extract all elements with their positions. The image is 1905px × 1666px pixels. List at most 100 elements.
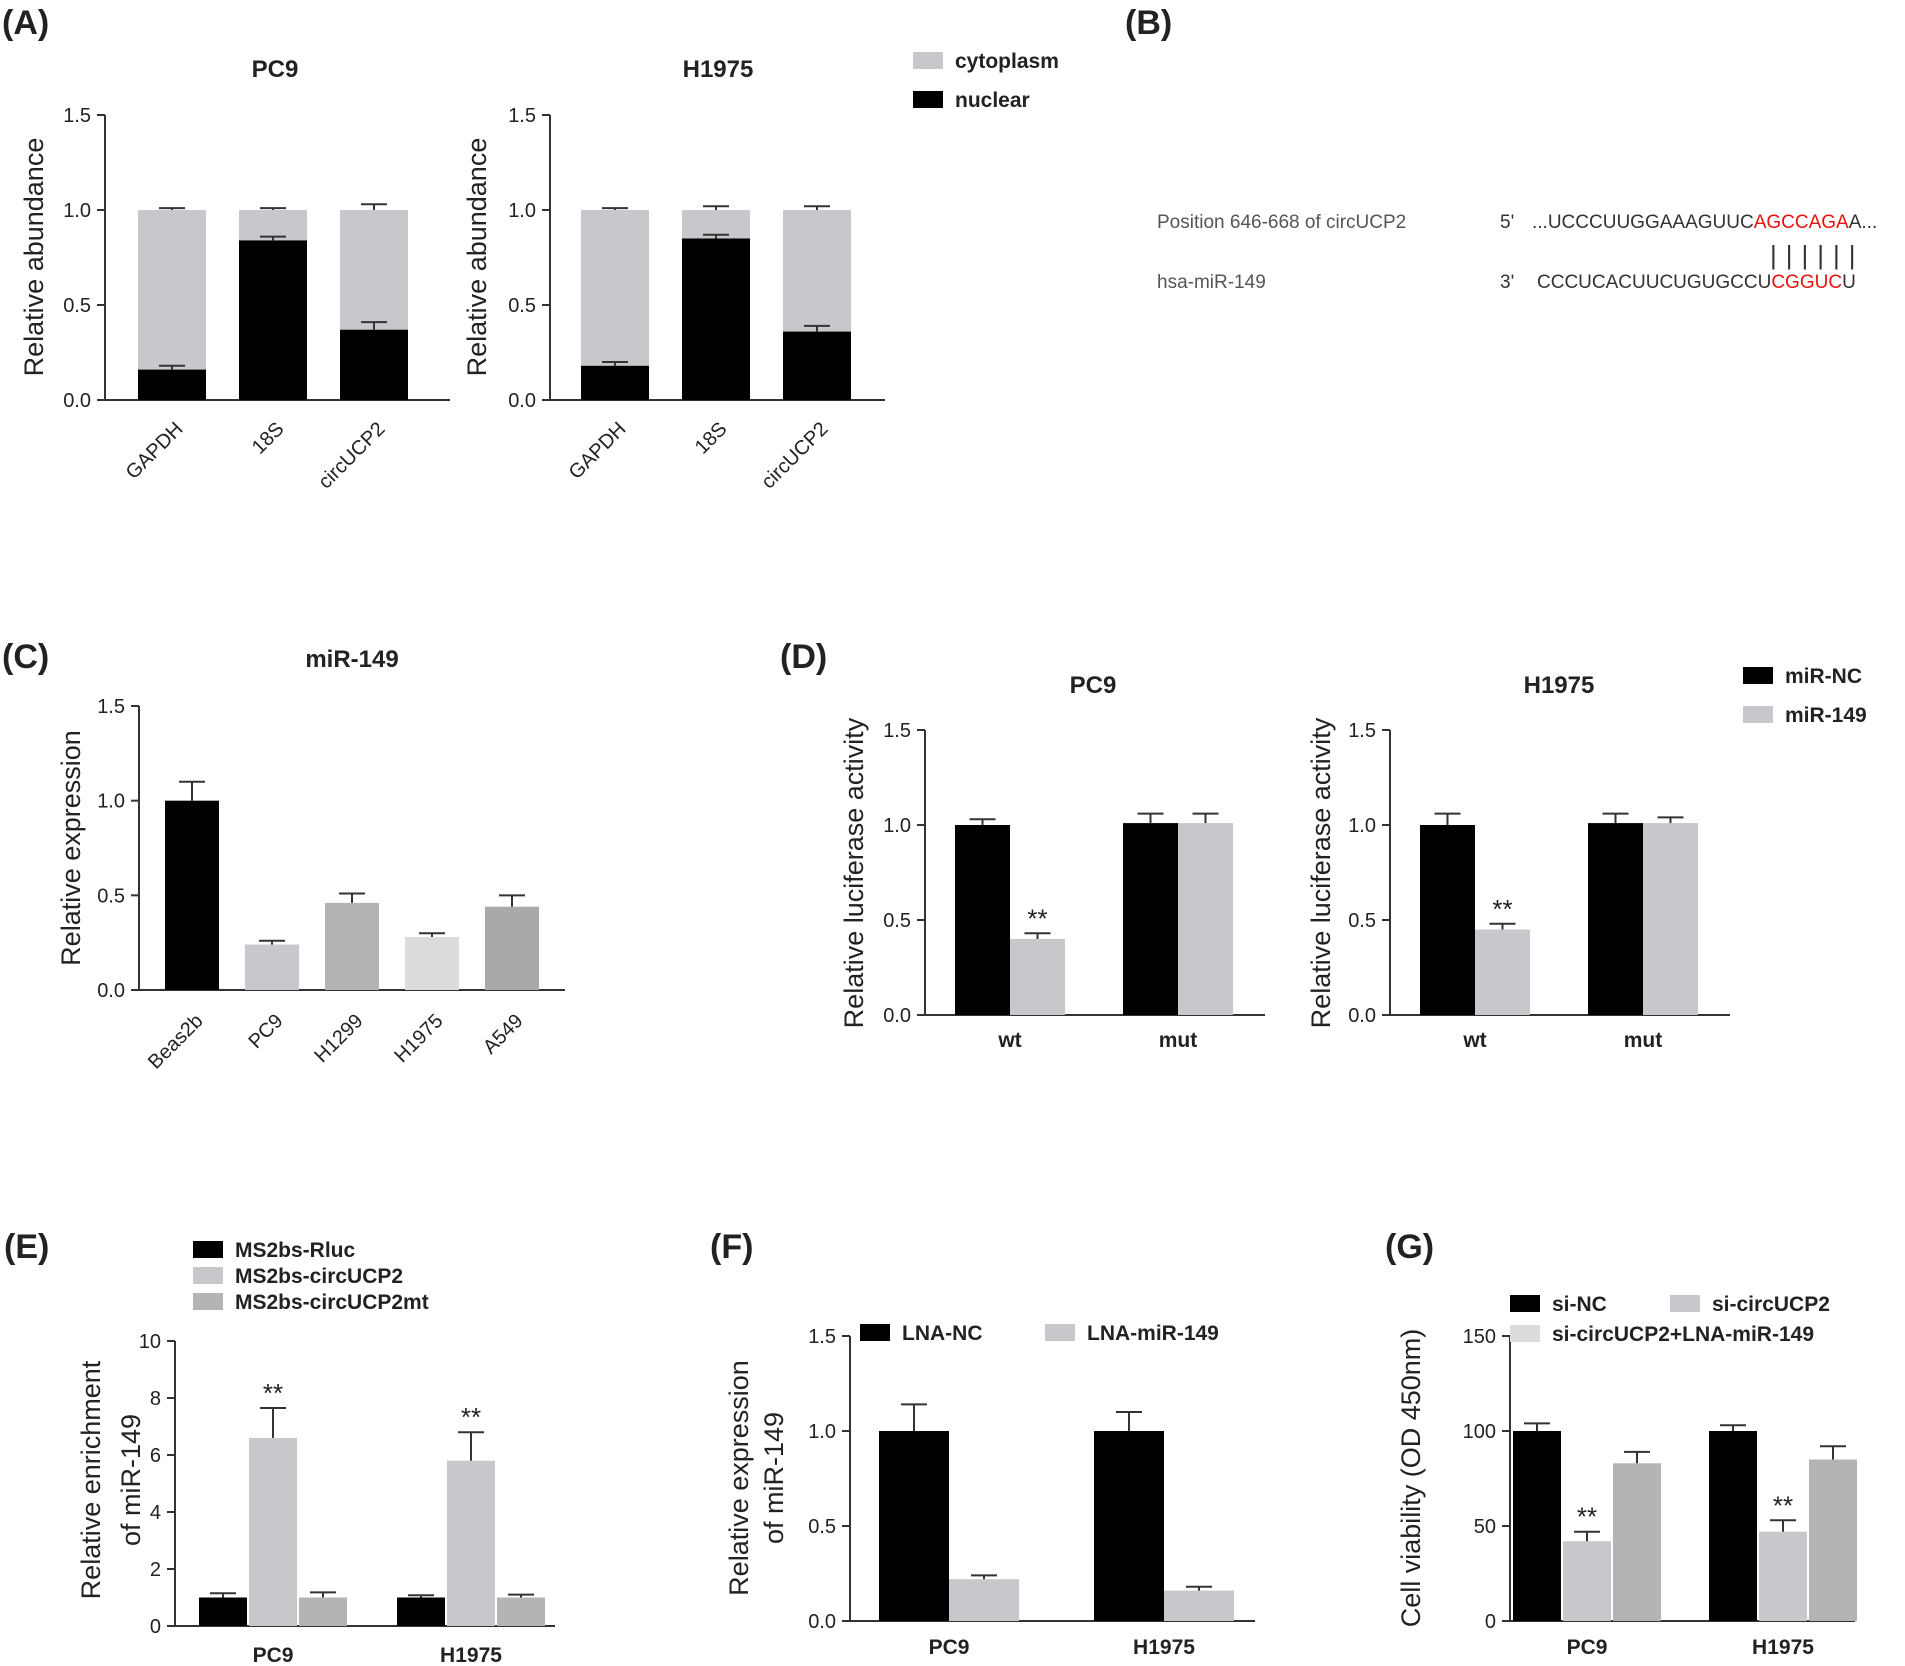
bar (397, 1597, 445, 1626)
x-tick-label: A549 (479, 1010, 528, 1059)
y-tick-label: 150 (1463, 1326, 1496, 1348)
bar (1094, 1431, 1164, 1621)
chart-title: H1975 (683, 56, 754, 83)
bar-nuclear (239, 240, 307, 400)
circ-seq-prefix: ...UCCCUUGGAAAGUUC (1532, 212, 1754, 233)
significance-label: ** (1492, 894, 1512, 924)
chart-a1: 0.0 0.5 1.0 1.5 PC9 Relative abundance GAPDH 18… (19, 56, 450, 493)
y-axis-label: Relative luciferase activity (1306, 717, 1336, 1028)
panel-label-c: (C) (2, 638, 49, 676)
y-axis-label: Relative expression (56, 730, 86, 966)
chart-g: 0 50 100 150 Cell viability (OD 450nm) ** PC9 *… (1396, 1293, 1857, 1659)
legend-label: si-circUCP2+LNA-miR-149 (1552, 1323, 1814, 1346)
legend-swatch (193, 1293, 223, 1310)
panel-label-e: (E) (4, 1228, 49, 1266)
panel-label-b: (B) (1125, 4, 1172, 42)
significance-label: ** (1027, 903, 1047, 933)
legend-swatch (1510, 1295, 1540, 1312)
x-tick-label: 18S (691, 418, 732, 459)
significance-label: ** (1577, 1502, 1597, 1532)
bar (879, 1431, 949, 1621)
legend-label: miR-149 (1785, 704, 1867, 727)
panel-label-d: (D) (780, 638, 827, 676)
chart-title: PC9 (252, 56, 299, 83)
y-tick-label: 1.5 (508, 105, 536, 127)
x-tick-label: circUCP2 (314, 418, 389, 493)
y-tick-label: 1.0 (808, 1421, 836, 1443)
bar (1513, 1431, 1561, 1621)
bar (199, 1597, 247, 1626)
circ-seq-match: AGCCAGA (1754, 212, 1849, 233)
y-tick-label: 4 (150, 1502, 161, 1524)
bar (299, 1597, 347, 1626)
bar (1643, 823, 1698, 1015)
chart-a2: 0.0 0.5 1.0 1.5 H1975 Relative abundance GAPDH… (462, 50, 1059, 493)
bar (1588, 823, 1643, 1015)
x-tick-label: PC9 (1567, 1636, 1608, 1659)
x-tick-label: 18S (248, 418, 289, 459)
bar (1475, 929, 1530, 1015)
y-axis-label: Relative expression (724, 1360, 754, 1596)
bar-cytoplasm (581, 210, 649, 366)
legend-swatch (913, 91, 943, 108)
bar (245, 944, 299, 990)
bar-cytoplasm (340, 210, 408, 330)
y-tick-label: 0.5 (1348, 910, 1376, 932)
x-tick-label: wt (1462, 1029, 1486, 1052)
y-tick-label: 0.0 (63, 390, 91, 412)
panel-b-sequence: Position 646-668 of circUCP2 5' ...UCCCU… (1157, 212, 1877, 293)
bar-cytoplasm (138, 210, 206, 370)
y-tick-label: 1.5 (808, 1326, 836, 1348)
bar (1164, 1590, 1234, 1621)
bar (1809, 1459, 1857, 1621)
chart-c: 0.0 0.5 1.0 1.5 miR-149 Relative expression Be… (56, 646, 565, 1074)
panel-label-f: (F) (710, 1228, 753, 1266)
y-tick-label: 1.0 (97, 791, 125, 813)
legend-label: LNA-NC (902, 1322, 982, 1345)
mir-seq-suffix: U (1842, 272, 1856, 293)
y-tick-label: 1.0 (508, 200, 536, 222)
x-tick-label: wt (997, 1029, 1021, 1052)
x-tick-label: PC9 (253, 1644, 294, 1666)
legend-swatch (1743, 667, 1773, 684)
bar (485, 906, 539, 990)
y-tick-label: 10 (139, 1331, 161, 1353)
y-tick-label: 0 (1485, 1611, 1496, 1633)
legend-label: si-NC (1552, 1293, 1607, 1316)
mir-seq-match: CGGUC (1771, 272, 1842, 293)
y-axis-label: of miR-149 (759, 1412, 789, 1544)
y-tick-label: 0.0 (808, 1611, 836, 1633)
bar-nuclear (138, 369, 206, 400)
x-tick-label: circUCP2 (757, 418, 832, 493)
bar (325, 902, 379, 990)
mir-sequence: CCCUCACUUCUGUGCCUCGGUCU (1537, 272, 1856, 293)
legend-label: MS2bs-Rluc (235, 1239, 356, 1262)
bar (447, 1460, 495, 1626)
y-tick-label: 1.5 (1348, 720, 1376, 742)
legend-swatch (193, 1241, 223, 1258)
bar (165, 800, 219, 990)
y-tick-label: 50 (1474, 1516, 1496, 1538)
y-tick-label: 8 (150, 1388, 161, 1410)
significance-label: ** (263, 1378, 283, 1408)
legend-label: miR-NC (1785, 665, 1862, 688)
circ-prime: 5' (1500, 212, 1514, 233)
y-tick-label: 1.5 (63, 105, 91, 127)
bar (1123, 823, 1178, 1015)
panel-label-g: (G) (1385, 1228, 1434, 1266)
legend-label: MS2bs-circUCP2mt (235, 1291, 429, 1314)
circ-position-label: Position 646-668 of circUCP2 (1157, 212, 1406, 233)
y-tick-label: 1.0 (1348, 815, 1376, 837)
x-tick-label: PC9 (244, 1010, 287, 1053)
x-tick-label: mut (1159, 1029, 1198, 1052)
legend-swatch (1045, 1324, 1075, 1341)
legend-label: cytoplasm (955, 50, 1059, 73)
y-axis-label: Relative luciferase activity (839, 717, 869, 1028)
bar (1420, 825, 1475, 1015)
bar (949, 1579, 1019, 1621)
legend-swatch (860, 1324, 890, 1341)
legend-swatch (913, 52, 943, 69)
y-tick-label: 0.5 (808, 1516, 836, 1538)
mir-seq-prefix: CCCUCACUUCUGUGCCU (1537, 272, 1771, 293)
x-tick-label: H1299 (310, 1010, 367, 1067)
